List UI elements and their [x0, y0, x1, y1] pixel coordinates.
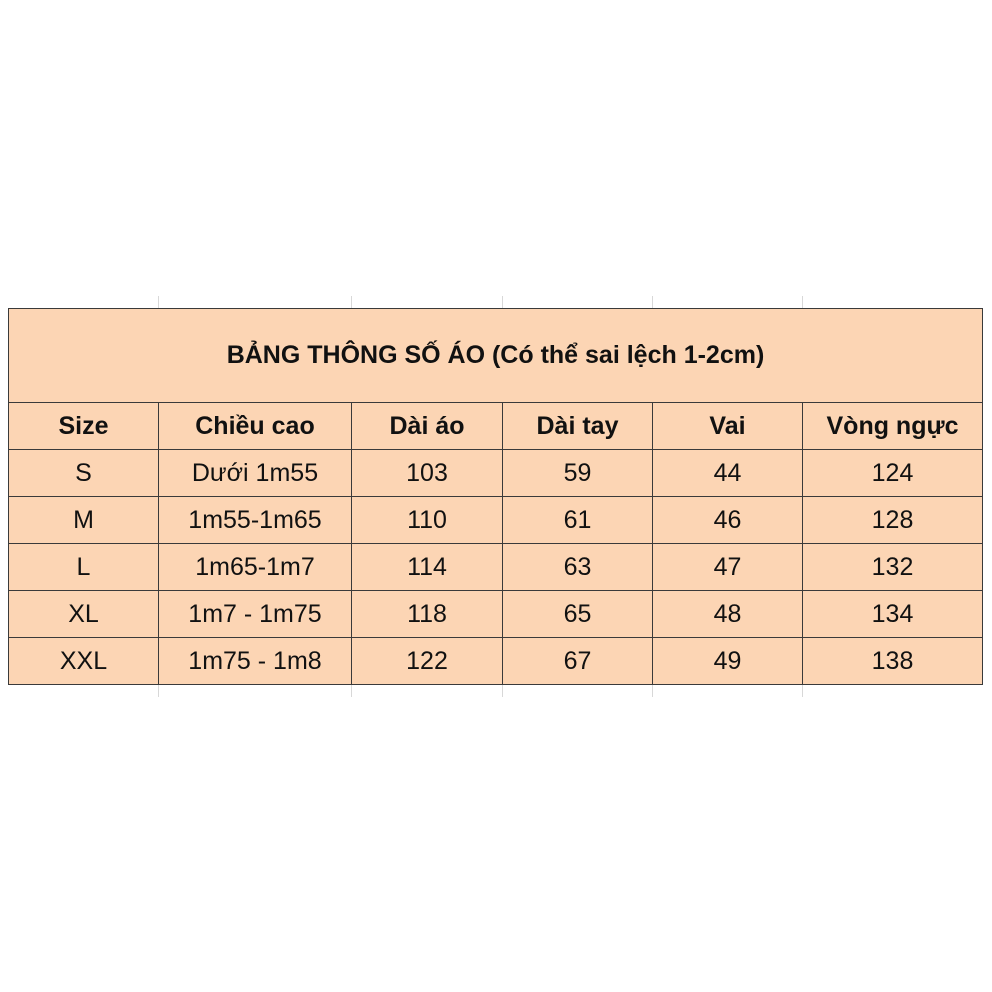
table-cell: 67 — [502, 637, 653, 685]
header-cell: Dài áo — [351, 402, 503, 450]
table-cell: 61 — [502, 496, 653, 544]
table-cell: 65 — [502, 590, 653, 638]
header-cell: Vòng ngực — [802, 402, 983, 450]
sheet-gridline — [158, 685, 159, 697]
header-cell: Dài tay — [502, 402, 653, 450]
header-cell: Chiều cao — [158, 402, 352, 450]
table-cell: 49 — [652, 637, 803, 685]
table-cell: S — [8, 449, 159, 497]
table-cell: 44 — [652, 449, 803, 497]
table-cell: 118 — [351, 590, 503, 638]
table-cell: M — [8, 496, 159, 544]
table-cell: L — [8, 543, 159, 591]
table-cell: 122 — [351, 637, 503, 685]
sheet-gridline — [802, 685, 803, 697]
table-cell: 47 — [652, 543, 803, 591]
sheet-gridline — [351, 296, 352, 308]
table-cell: 110 — [351, 496, 503, 544]
sheet-gridline — [502, 296, 503, 308]
sheet-gridline — [802, 296, 803, 308]
table-cell: 114 — [351, 543, 503, 591]
sheet-gridline — [502, 685, 503, 697]
sheet-gridline — [652, 296, 653, 308]
table-cell: 1m65-1m7 — [158, 543, 352, 591]
sheet-gridline — [351, 685, 352, 697]
table-cell: XL — [8, 590, 159, 638]
table-cell: 1m55-1m65 — [158, 496, 352, 544]
table-cell: 59 — [502, 449, 653, 497]
table-cell: 134 — [802, 590, 983, 638]
table-cell: 124 — [802, 449, 983, 497]
table-cell: 1m7 - 1m75 — [158, 590, 352, 638]
table-cell: 138 — [802, 637, 983, 685]
table-cell: Dưới 1m55 — [158, 449, 352, 497]
sheet-gridline — [652, 685, 653, 697]
header-cell: Vai — [652, 402, 803, 450]
table-cell: 63 — [502, 543, 653, 591]
table-cell: 132 — [802, 543, 983, 591]
table-cell: 103 — [351, 449, 503, 497]
table-cell: 46 — [652, 496, 803, 544]
header-cell: Size — [8, 402, 159, 450]
table-title: BẢNG THÔNG SỐ ÁO (Có thể sai lệch 1-2cm) — [8, 308, 983, 403]
table-cell: 48 — [652, 590, 803, 638]
table-cell: 128 — [802, 496, 983, 544]
table-cell: 1m75 - 1m8 — [158, 637, 352, 685]
table-cell: XXL — [8, 637, 159, 685]
sheet-gridline — [158, 296, 159, 308]
